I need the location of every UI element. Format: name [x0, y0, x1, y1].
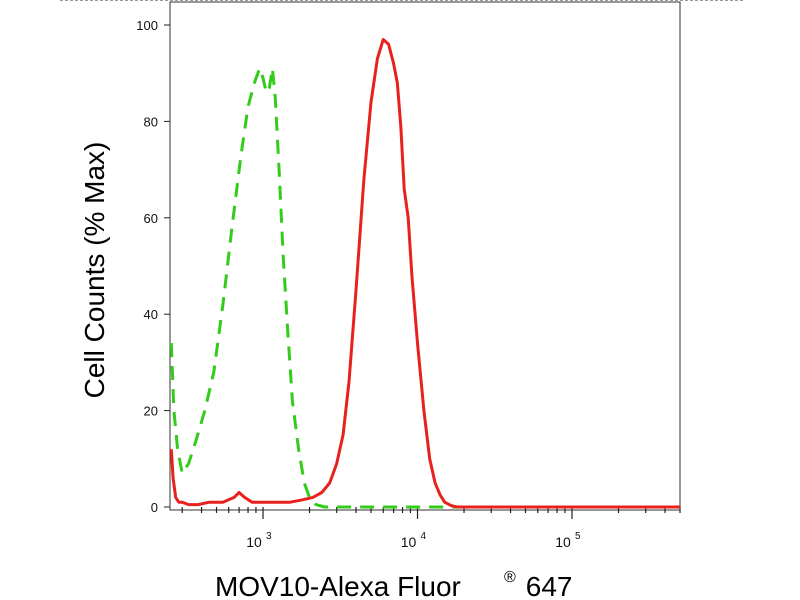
- x-axis-title-main: MOV10-Alexa Fluor: [215, 571, 461, 600]
- x-tick-label-base: 10: [246, 534, 262, 550]
- top-border-dashes: [60, 0, 743, 1]
- y-axis-ticks: 0 20 40 60 80 100: [136, 18, 170, 515]
- y-axis-title: Cell Counts (% Max): [79, 142, 110, 399]
- x-axis-title-registered-mark: ®: [504, 569, 516, 586]
- x-tick-label-exponent: 4: [421, 531, 427, 542]
- x-tick-label-base: 10: [401, 534, 417, 550]
- x-axis-title: MOV10-Alexa Fluor ® 647: [215, 569, 573, 600]
- series-line-solid-red: [169, 38, 680, 509]
- series-line-dashed-green: [169, 66, 680, 509]
- x-tick-label-base: 10: [555, 534, 571, 550]
- y-tick-label: 60: [144, 211, 158, 226]
- x-axis-ticks: 10 3 10 4 10 5: [181, 507, 681, 550]
- x-tick-label-exponent: 5: [575, 531, 581, 542]
- x-tick-label-exponent: 3: [266, 531, 272, 542]
- plot-frame: [169, 1, 681, 511]
- x-axis-title-suffix: 647: [518, 571, 573, 600]
- y-tick-label: 0: [151, 500, 158, 515]
- y-tick-label: 40: [144, 307, 158, 322]
- y-tick-label: 100: [136, 18, 158, 33]
- y-tick-label: 80: [144, 114, 158, 129]
- series-layer: [169, 38, 680, 509]
- y-tick-label: 20: [144, 404, 158, 419]
